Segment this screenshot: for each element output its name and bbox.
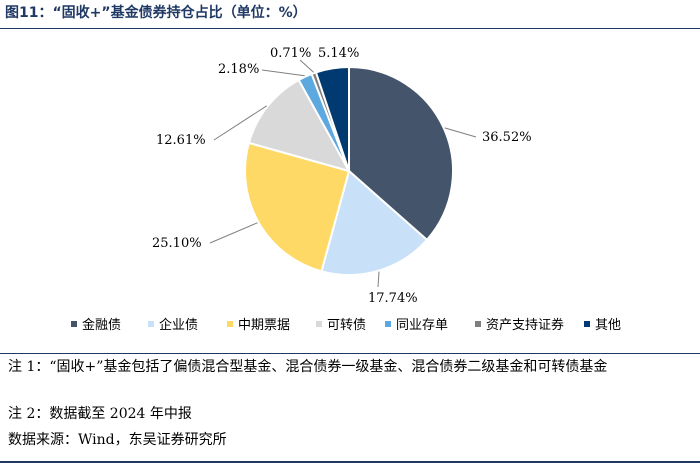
data-label-1: 36.52% xyxy=(482,130,532,145)
legend-label-1: 金融债 xyxy=(82,317,121,333)
leader-line-6 xyxy=(299,59,314,73)
data-label-6: 0.71% xyxy=(270,46,311,61)
pie-slice-4 xyxy=(247,78,352,173)
pie-slices xyxy=(244,65,454,276)
chart-legend: 金融债 企业债 中期票据 可转债 同业存单 资产支持证券 其他 xyxy=(71,317,621,333)
pie-slice-3 xyxy=(244,141,351,273)
pie-slice-2 xyxy=(320,169,429,276)
figure-title: 图11：“固收+”基金债券持仓占比（单位：%） xyxy=(5,5,307,21)
note-1: 注 1：“固收+”基金包括了偏债混合型基金、混合债券一级基金、混合债券二级基金和… xyxy=(8,359,608,375)
bottom-rule xyxy=(0,461,700,463)
divider-rule xyxy=(0,353,700,354)
top-rule xyxy=(0,28,700,29)
data-label-4: 12.61% xyxy=(156,133,206,148)
leader-line-4 xyxy=(213,105,267,141)
slice-labels: 36.52% 17.74% 25.10% 12.61% 2.18% 0.71% 5.14% xyxy=(152,46,532,306)
leader-line-3 xyxy=(209,222,258,244)
legend-swatch-3 xyxy=(227,321,233,327)
legend-label-3: 中期票据 xyxy=(238,318,290,333)
pie-slice-1 xyxy=(348,65,454,242)
source-note: 数据来源：Wind，东吴证券研究所 xyxy=(8,432,227,448)
legend-swatch-7 xyxy=(584,321,590,327)
legend-label-7: 其他 xyxy=(595,318,621,333)
data-label-7: 5.14% xyxy=(318,46,359,61)
data-label-2: 17.74% xyxy=(368,291,418,306)
leader-lines xyxy=(209,59,477,288)
note-2: 注 2：数据截至 2024 年中报 xyxy=(8,406,192,422)
legend-label-5: 同业存单 xyxy=(396,318,448,333)
legend-swatch-4 xyxy=(316,321,322,327)
leader-line-2 xyxy=(377,271,380,288)
pie-slice-7 xyxy=(314,65,350,172)
legend-swatch-2 xyxy=(148,321,154,327)
legend-label-6: 资产支持证券 xyxy=(486,317,564,333)
legend-swatch-5 xyxy=(385,321,391,327)
pie-chart: 36.52%17.74%25.10%12.61%2.18%0.71% 5.14% … xyxy=(71,46,621,333)
legend-label-2: 企业债 xyxy=(159,317,198,333)
data-label-5: 2.18% xyxy=(218,62,259,77)
leader-line-1 xyxy=(444,127,477,138)
legend-label-4: 可转债 xyxy=(327,318,366,333)
legend-swatch-6 xyxy=(475,321,481,327)
data-label-3: 25.10% xyxy=(152,236,202,251)
legend-swatch-1 xyxy=(71,321,77,327)
leader-line-5 xyxy=(261,69,305,77)
